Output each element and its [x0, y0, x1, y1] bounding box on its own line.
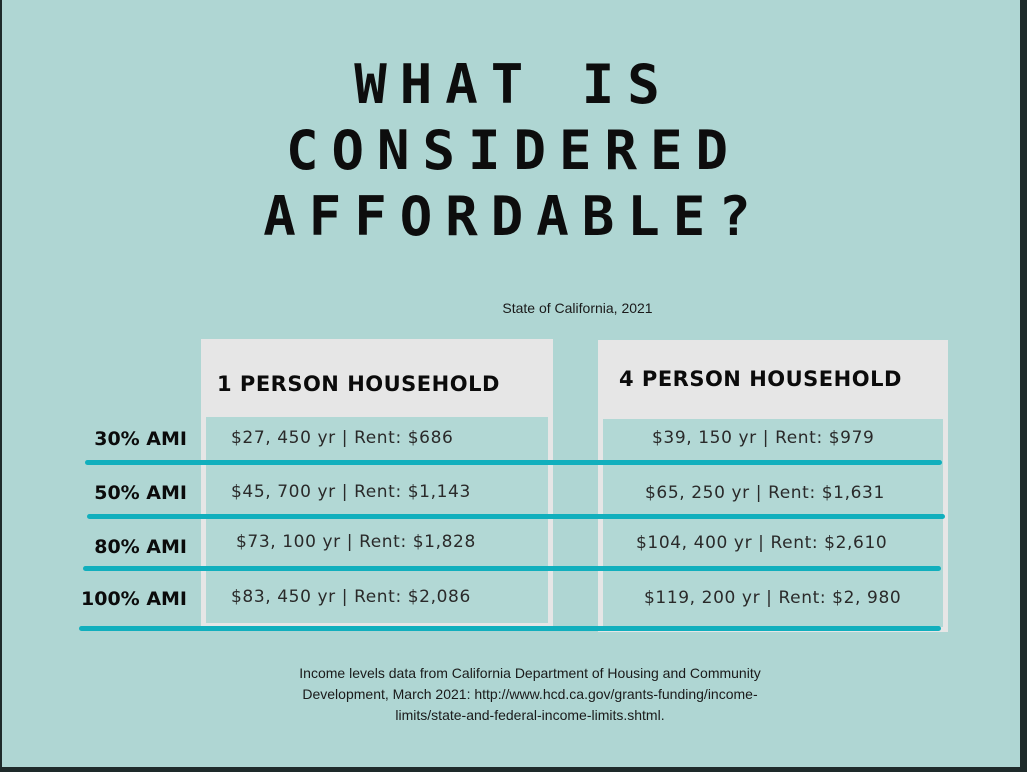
row-divider-4 [79, 626, 941, 631]
row-label-50-ami: 50% AMI [94, 482, 187, 504]
cell-50-ami-4-person: $65, 250 yr | Rent: $1,631 [645, 483, 885, 503]
column-header-1-person: 1 PERSON HOUSEHOLD [217, 372, 500, 396]
row-label-30-ami: 30% AMI [94, 428, 187, 450]
title-line-3: AFFORDABLE? [263, 185, 764, 248]
title-line-1: WHAT IS [354, 53, 673, 116]
cell-30-ami-4-person: $39, 150 yr | Rent: $979 [652, 428, 875, 448]
source-footnote: Income levels data from California Depar… [230, 663, 830, 726]
row-label-80-ami: 80% AMI [94, 536, 187, 558]
title-line-2: CONSIDERED [285, 119, 742, 182]
row-divider-3 [83, 566, 941, 571]
cell-80-ami-1-person: $73, 100 yr | Rent: $1,828 [236, 532, 476, 552]
footnote-line-3: limits/state-and-federal-income-limits.s… [395, 707, 665, 723]
footnote-line-2: Development, March 2021: http://www.hcd.… [302, 686, 758, 702]
subtitle: State of California, 2021 [502, 300, 653, 316]
row-divider-1 [85, 460, 942, 465]
cell-80-ami-4-person: $104, 400 yr | Rent: $2,610 [636, 533, 888, 553]
cell-50-ami-1-person: $45, 700 yr | Rent: $1,143 [231, 482, 471, 502]
cell-30-ami-1-person: $27, 450 yr | Rent: $686 [231, 428, 454, 448]
footnote-line-1: Income levels data from California Depar… [299, 665, 761, 681]
column-1-person-body [206, 417, 548, 623]
column-header-4-person: 4 PERSON HOUSEHOLD [619, 367, 902, 391]
cell-100-ami-4-person: $119, 200 yr | Rent: $2, 980 [644, 588, 902, 608]
row-label-100-ami: 100% AMI [81, 588, 187, 610]
row-divider-2 [87, 514, 945, 519]
cell-100-ami-1-person: $83, 450 yr | Rent: $2,086 [231, 587, 471, 607]
column-4-person-body [603, 419, 943, 627]
